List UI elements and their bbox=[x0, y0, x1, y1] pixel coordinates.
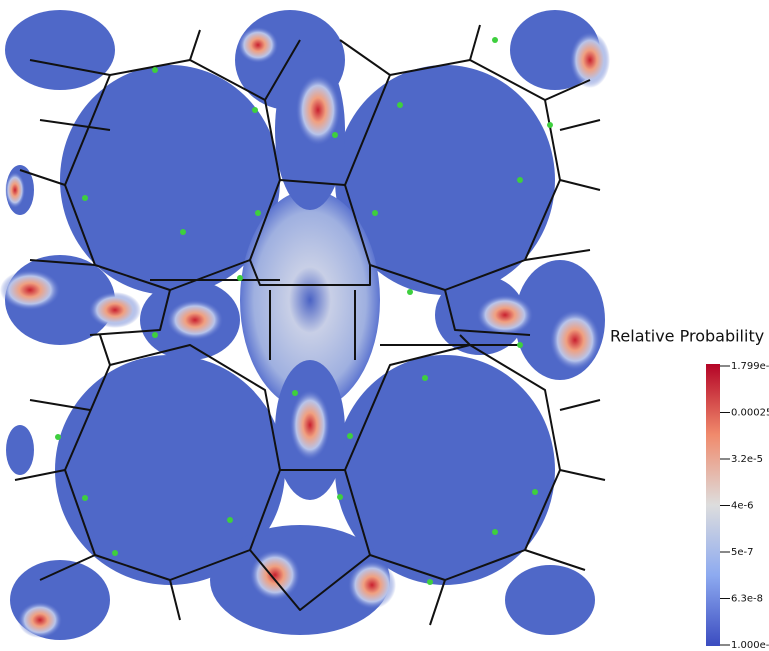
color-legend: Relative Probability 1.799e-03 0.00025 3.2… bbox=[610, 327, 769, 651]
legend-label: 3.2e-5 bbox=[731, 454, 763, 465]
legend-title: Relative Probability bbox=[610, 327, 764, 346]
legend-label: 5e-7 bbox=[731, 547, 754, 558]
legend-label: 0.00025 bbox=[731, 408, 769, 419]
color-bar bbox=[706, 364, 720, 646]
visualization: Relative Probability 1.799e-03 0.00025 3.2… bbox=[0, 0, 769, 651]
legend-label: 1.000e-08 bbox=[731, 640, 769, 651]
legend-label: 1.799e-03 bbox=[731, 361, 769, 372]
legend-label: 4e-6 bbox=[731, 501, 754, 512]
legend-label: 6.3e-8 bbox=[731, 594, 763, 605]
